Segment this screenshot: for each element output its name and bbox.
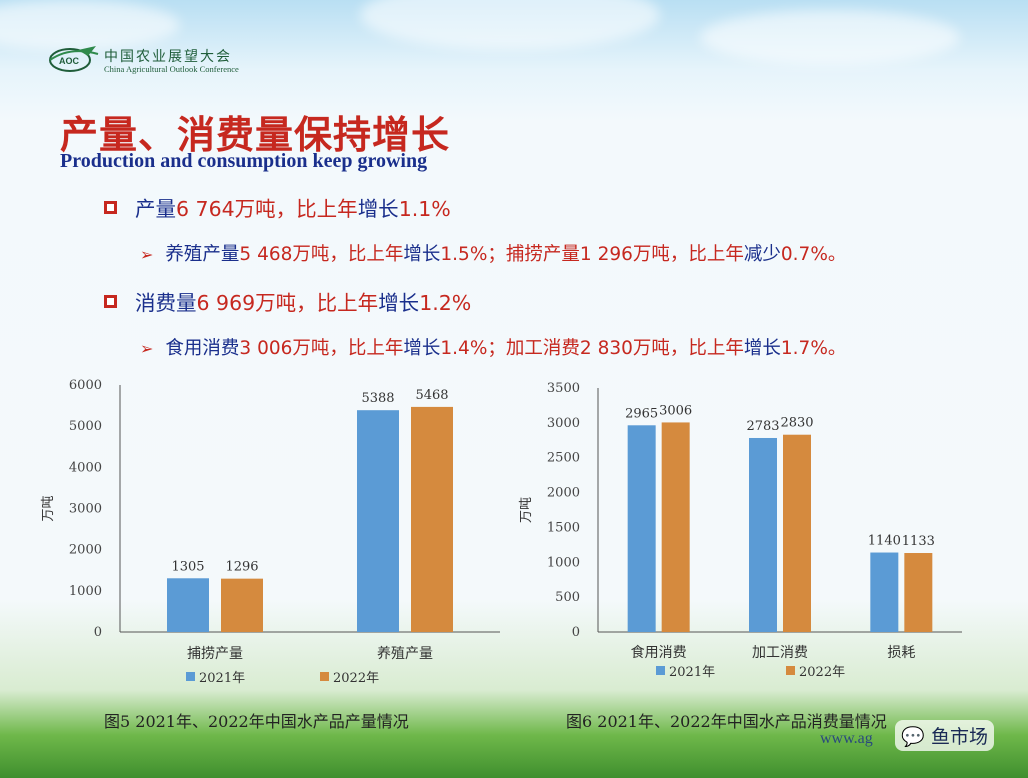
category-label: 养殖产量: [377, 645, 433, 662]
svg-text:AOC: AOC: [59, 56, 80, 66]
bar-2021年: [870, 552, 899, 632]
y-tick-label: 500: [555, 590, 580, 605]
wechat-watermark: 💬 鱼市场: [895, 720, 994, 751]
legend-swatch: [656, 666, 665, 675]
y-axis-label: 万吨: [519, 497, 534, 523]
bar-2022年: [661, 422, 690, 632]
category-label: 损耗: [887, 645, 915, 661]
y-tick-label: 1000: [547, 555, 580, 570]
bar-2021年: [357, 410, 399, 632]
data-label: 2783: [746, 419, 779, 434]
bullet-production: 产量6 764万吨，比上年增长1.1%: [104, 192, 451, 222]
square-bullet-icon: [104, 201, 117, 214]
bar-2022年: [783, 434, 811, 632]
data-label: 1296: [225, 560, 258, 575]
bar-2022年: [411, 406, 453, 632]
figure5-caption: 图5 2021年、2022年中国水产品产量情况: [104, 712, 409, 731]
bullet-consumption: 消费量6 969万吨，比上年增长1.2%: [104, 286, 471, 316]
square-bullet-icon: [104, 295, 117, 308]
arrow-bullet-icon: ➢: [140, 245, 154, 264]
y-tick-label: 4000: [69, 460, 102, 475]
wechat-icon: 💬: [901, 726, 925, 748]
bar-2022年: [221, 578, 263, 632]
logo-name-cn: 中国农业展望大会: [104, 49, 232, 65]
logo-name-en: China Agricultural Outlook Conference: [104, 64, 239, 74]
y-tick-label: 2000: [69, 543, 102, 558]
y-tick-label: 0: [572, 625, 580, 640]
y-tick-label: 0: [94, 625, 102, 640]
y-tick-label: 1000: [69, 584, 102, 599]
y-tick-label: 1500: [547, 520, 580, 535]
conference-logo: AOC 中国农业展望大会 China Agricultural Outlook …: [48, 44, 278, 78]
data-label: 3006: [659, 403, 692, 418]
slide-subtitle: Production and consumption keep growing: [60, 150, 428, 172]
category-label: 食用消费: [631, 644, 687, 661]
y-tick-label: 3000: [69, 502, 102, 517]
website-url: www.ag: [820, 730, 873, 747]
slide-title: 产量、消费量保持增长: [60, 113, 451, 157]
legend-label: 2022年: [799, 665, 845, 680]
legend-label: 2022年: [333, 671, 379, 686]
aoc-logo-icon: AOC: [49, 46, 99, 72]
data-label: 2965: [625, 406, 658, 421]
subbullet-consumption: ➢ 食用消费3 006万吨，比上年增长1.4%；加工消费2 830万吨，比上年增长…: [140, 338, 847, 359]
legend-swatch: [320, 672, 329, 681]
y-tick-label: 2500: [547, 451, 580, 466]
subbullet-production: ➢ 养殖产量5 468万吨，比上年增长1.5%；捕捞产量1 296万吨，比上年减少…: [140, 244, 847, 265]
cloud-decoration: [0, 0, 180, 50]
y-tick-label: 6000: [69, 378, 102, 393]
category-label: 加工消费: [752, 645, 808, 661]
y-axis-label: 万吨: [41, 495, 56, 521]
y-tick-label: 3500: [547, 381, 580, 396]
legend-label: 2021年: [669, 665, 715, 680]
legend-swatch: [186, 672, 195, 681]
bar-2021年: [167, 578, 209, 632]
cloud-decoration: [700, 10, 960, 65]
figure6-caption: 图6 2021年、2022年中国水产品消费量情况: [566, 712, 887, 731]
data-label: 5468: [415, 388, 448, 403]
data-label: 1140: [868, 534, 901, 549]
y-tick-label: 5000: [69, 419, 102, 434]
arrow-bullet-icon: ➢: [140, 339, 154, 358]
y-tick-label: 2000: [547, 486, 580, 501]
bar-2021年: [627, 425, 656, 632]
category-label: 捕捞产量: [187, 646, 243, 662]
legend-label: 2021年: [199, 671, 245, 686]
legend-swatch: [786, 666, 795, 675]
y-tick-label: 3000: [547, 416, 580, 431]
bar-2021年: [749, 437, 777, 632]
data-label: 5388: [361, 391, 394, 406]
data-label: 2830: [780, 416, 813, 431]
bar-2022年: [904, 553, 933, 632]
data-label: 1305: [171, 559, 204, 574]
data-label: 1133: [902, 534, 935, 549]
